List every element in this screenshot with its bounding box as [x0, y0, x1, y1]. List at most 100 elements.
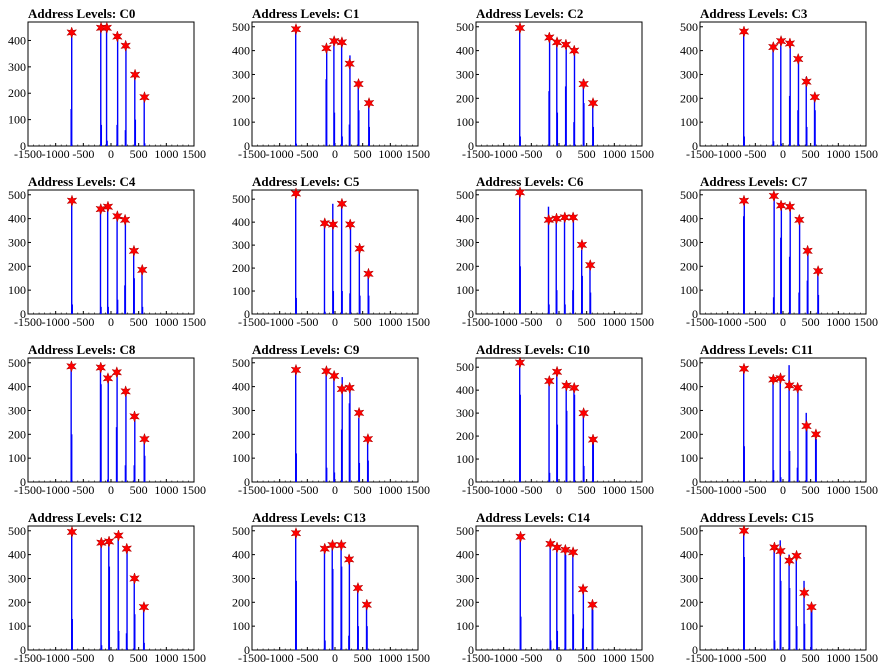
x-tick-label: 1500 [406, 483, 430, 497]
x-tick-label: 500 [802, 147, 820, 161]
y-tick-label: 400 [680, 44, 698, 58]
x-tick-label: -1000 [42, 651, 70, 665]
x-tick-label: 1000 [154, 315, 178, 329]
chart-panel: Address Levels: C2 -1500 -1000 -500 0 500 1000… [448, 0, 672, 168]
peak-star-marker [328, 34, 340, 48]
peak-star-marker [802, 244, 814, 258]
y-tick-label: 400 [680, 380, 698, 394]
chart-plot: -1500 -1000 -500 0 500 1000 1500 0 100 200 300 400 5… [8, 356, 206, 497]
peak-star-marker [543, 31, 555, 44]
chart-title: Address Levels: C11 [700, 342, 814, 357]
peak-star-marker [128, 244, 140, 258]
peak-star-marker [801, 419, 812, 433]
x-tick-label: 0 [780, 483, 786, 497]
y-tick-label: 200 [8, 427, 26, 441]
chart-panel: Address Levels: C7 -1500 -1000 -500 0 500 1000… [672, 168, 896, 336]
peak-star-marker [321, 41, 332, 55]
peak-star-marker [336, 197, 348, 211]
x-tick-label: 0 [332, 651, 338, 665]
peak-star-marker [775, 34, 787, 48]
peak-star-marker [514, 356, 526, 369]
y-tick-label: 400 [456, 383, 474, 397]
peak-star-marker [812, 264, 824, 278]
x-tick-label: 1500 [854, 483, 878, 497]
x-tick-label: 1500 [406, 315, 430, 329]
x-tick-label: 1500 [182, 315, 206, 329]
y-tick-label: 300 [8, 60, 26, 74]
plot-frame [27, 525, 195, 651]
x-tick-label: 1500 [630, 147, 654, 161]
x-tick-label: 0 [780, 651, 786, 665]
x-tick-label: -500 [744, 315, 766, 329]
peak-star-marker [120, 385, 132, 398]
x-tick-label: 1000 [154, 651, 178, 665]
x-tick-label: 500 [578, 483, 596, 497]
x-tick-label: -1000 [266, 147, 294, 161]
y-tick-label: 500 [680, 20, 698, 34]
x-tick-label: 500 [578, 147, 596, 161]
y-tick-label: 0 [692, 643, 698, 657]
x-tick-label: -500 [296, 483, 318, 497]
peak-star-marker [139, 90, 150, 104]
peak-star-marker [102, 200, 114, 213]
x-tick-label: 1000 [602, 315, 626, 329]
x-tick-label: 1500 [182, 147, 206, 161]
peak-star-marker [578, 406, 590, 420]
y-tick-label: 500 [8, 188, 26, 202]
peak-star-marker [783, 379, 795, 392]
x-tick-label: -1500 [686, 651, 714, 665]
y-tick-label: 500 [232, 356, 250, 370]
y-tick-label: 100 [232, 619, 250, 633]
y-tick-label: 300 [456, 67, 474, 81]
y-tick-label: 300 [8, 403, 26, 417]
chart-panel: Address Levels: C1 -1500 -1000 -500 0 500 1000… [224, 0, 448, 168]
y-tick-label: 500 [456, 20, 474, 34]
plot-frame [475, 189, 643, 315]
y-tick-label: 0 [20, 307, 26, 321]
chart-title: Address Levels: C0 [28, 6, 136, 21]
chart-panel: Address Levels: C3 -1500 -1000 -500 0 500 1000… [672, 0, 896, 168]
peak-star-marker [344, 57, 356, 70]
x-tick-label: 0 [556, 651, 562, 665]
peak-star-marker [319, 542, 331, 555]
peak-star-marker [119, 213, 131, 227]
peak-star-marker [363, 267, 374, 281]
x-tick-label: -500 [520, 147, 542, 161]
y-tick-label: 200 [680, 259, 698, 273]
chart-title: Address Levels: C5 [252, 174, 360, 189]
y-tick-label: 100 [232, 115, 250, 129]
y-tick-label: 0 [20, 643, 26, 657]
plot-frame [251, 189, 419, 315]
x-tick-label: -1000 [714, 315, 742, 329]
x-tick-label: -500 [296, 651, 318, 665]
peak-star-marker [784, 37, 796, 50]
x-tick-label: 1500 [854, 315, 878, 329]
peak-star-marker [545, 537, 556, 551]
x-tick-label: -1000 [266, 483, 294, 497]
peak-star-marker [344, 381, 356, 395]
y-tick-label: 100 [456, 115, 474, 129]
x-tick-label: 0 [780, 315, 786, 329]
y-tick-label: 300 [680, 67, 698, 81]
y-tick-label: 500 [8, 524, 26, 538]
peak-star-marker [738, 524, 750, 538]
x-tick-label: -1000 [266, 651, 294, 665]
x-tick-label: 500 [802, 315, 820, 329]
y-tick-label: 400 [456, 548, 474, 562]
y-tick-label: 500 [456, 360, 474, 374]
chart-panel: Address Levels: C13 -1500 -1000 -500 0 500 100… [224, 504, 448, 672]
chart-title: Address Levels: C8 [28, 342, 136, 357]
x-tick-label: 1000 [826, 651, 850, 665]
chart-plot: -1500 -1000 -500 0 500 1000 1500 0 100 200 300 400 5… [456, 20, 654, 161]
x-tick-label: 1000 [378, 483, 402, 497]
y-tick-label: 500 [456, 524, 474, 538]
x-tick-label: 500 [578, 651, 596, 665]
y-tick-label: 0 [244, 139, 250, 153]
y-tick-label: 500 [680, 188, 698, 202]
chart-title: Address Levels: C3 [700, 6, 808, 21]
y-tick-label: 100 [8, 283, 26, 297]
peak-star-marker [577, 582, 589, 596]
y-tick-label: 100 [232, 451, 250, 465]
x-tick-label: 500 [354, 651, 372, 665]
chart-plot: -1500 -1000 -500 0 500 1000 1500 0 100 200 300 400 5… [680, 356, 878, 497]
